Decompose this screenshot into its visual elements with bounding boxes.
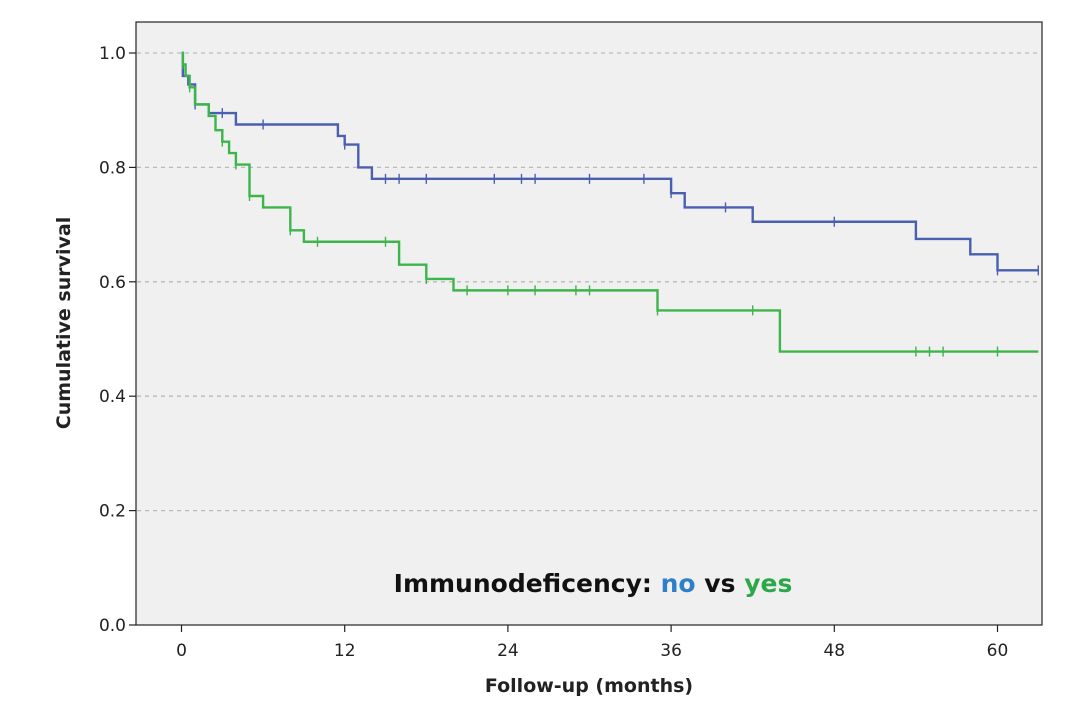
series-line-yes xyxy=(181,51,1039,353)
grid-lines xyxy=(137,52,1041,512)
series-group xyxy=(181,51,1040,357)
y-tick-label: 0.4 xyxy=(99,387,126,407)
annotation-vs: vs xyxy=(696,569,745,598)
y-tick-label: 0.6 xyxy=(99,273,126,293)
y-tick-label: 0.8 xyxy=(99,158,126,178)
plot-area xyxy=(135,21,1043,626)
x-tick-label: 12 xyxy=(334,641,356,661)
y-tick-label: 1.0 xyxy=(99,44,126,64)
x-axis-title: Follow-up (months) xyxy=(485,675,693,697)
annotation-yes: yes xyxy=(744,569,792,598)
x-tick-label: 36 xyxy=(660,641,682,661)
annotation: Immunodeficency: no vs yes xyxy=(394,569,793,598)
axes: 0.0 0.2 0.4 0.6 0.8 1.0 0 12 24 36 48 60 xyxy=(99,44,1008,661)
x-tick-label: 24 xyxy=(497,641,519,661)
x-tick-label: 0 xyxy=(176,641,187,661)
x-tick-label: 60 xyxy=(987,641,1009,661)
annotation-no: no xyxy=(661,569,696,598)
x-tick-label: 48 xyxy=(823,641,845,661)
annotation-prefix: Immunodeficency: xyxy=(394,569,661,598)
y-tick-label: 0.2 xyxy=(99,502,126,522)
y-axis-title: Cumulative survival xyxy=(53,217,75,429)
y-tick-label: 0.0 xyxy=(99,616,126,636)
